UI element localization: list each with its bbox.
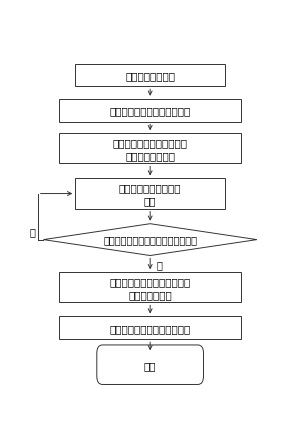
Text: 设置起始触发点和终止触发点: 设置起始触发点和终止触发点 — [110, 106, 191, 116]
Text: 否: 否 — [30, 227, 35, 237]
Text: 提供一触摸显示屏: 提供一触摸显示屏 — [125, 71, 175, 81]
FancyBboxPatch shape — [97, 345, 204, 385]
Text: 检测触控信号是否在起始触发点位置: 检测触控信号是否在起始触发点位置 — [103, 235, 197, 245]
FancyBboxPatch shape — [59, 317, 241, 339]
FancyBboxPatch shape — [75, 64, 225, 87]
Text: 完成: 完成 — [144, 360, 156, 370]
Text: 键盘随第一姿态逐渐滑出显示: 键盘随第一姿态逐渐滑出显示 — [110, 323, 191, 333]
Polygon shape — [43, 224, 257, 256]
Text: 在起始触发点和终止触发点
之间设置滑动轨道: 在起始触发点和终止触发点 之间设置滑动轨道 — [113, 138, 188, 161]
FancyBboxPatch shape — [59, 99, 241, 122]
Text: 在触摸屏上执行第一姿态，产
生连续触控信号: 在触摸屏上执行第一姿态，产 生连续触控信号 — [110, 276, 191, 299]
FancyBboxPatch shape — [59, 134, 241, 164]
FancyBboxPatch shape — [75, 179, 225, 209]
FancyBboxPatch shape — [59, 273, 241, 303]
Text: 是: 是 — [157, 259, 163, 269]
Text: 触摸显示屏，产生触控
信号: 触摸显示屏，产生触控 信号 — [119, 183, 181, 206]
